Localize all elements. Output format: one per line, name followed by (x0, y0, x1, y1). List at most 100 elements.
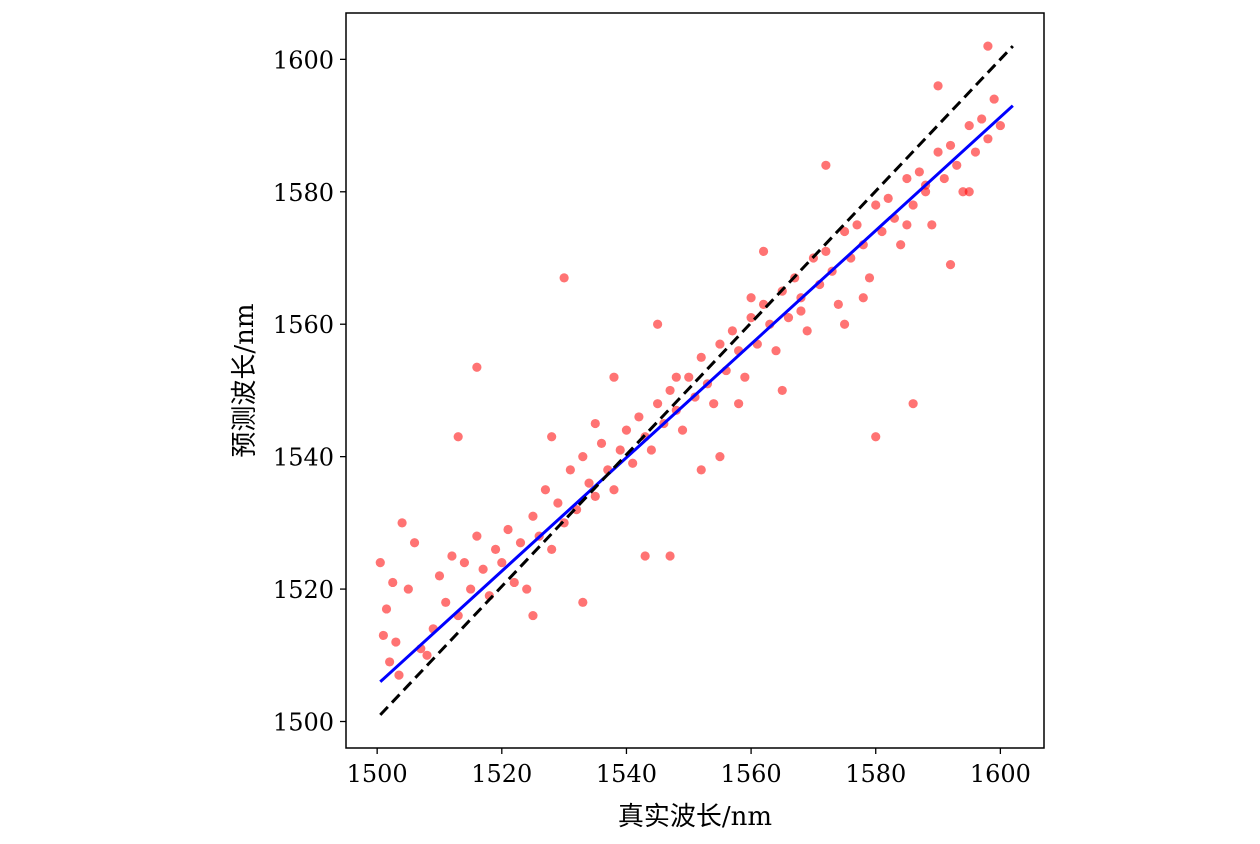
data-point (671, 372, 681, 382)
data-point (596, 438, 607, 449)
data-point (977, 114, 987, 124)
data-point (375, 557, 385, 568)
data-point (578, 597, 588, 607)
data-point (472, 362, 482, 372)
data-point (964, 187, 974, 197)
data-point (839, 319, 850, 329)
y-tick-label: 1560 (273, 311, 334, 339)
data-point (547, 544, 557, 554)
data-point (902, 173, 912, 184)
y-axis-label: 预测波长/nm (230, 303, 260, 457)
data-point (385, 657, 395, 667)
x-tick-label: 1540 (596, 760, 657, 788)
data-point (927, 220, 937, 230)
data-point (634, 412, 644, 422)
data-point (783, 312, 794, 323)
x-tick-label: 1580 (845, 760, 906, 788)
data-point (677, 425, 688, 435)
data-point (746, 293, 756, 303)
data-point (640, 551, 650, 561)
data-point (871, 432, 881, 442)
data-point (709, 399, 719, 409)
data-point (578, 452, 588, 462)
data-point (621, 425, 632, 435)
data-point (983, 134, 993, 144)
data-point (553, 498, 563, 508)
data-point (852, 220, 862, 230)
data-point (684, 372, 694, 382)
data-point (983, 41, 993, 51)
data-point (559, 273, 569, 283)
axis-ticks: 1500 1520 1540 1560 1580 1600 1500 1520 1540 1560… (273, 46, 1031, 788)
data-point (914, 167, 924, 177)
ideal-line (379, 45, 1014, 716)
data-point (939, 173, 949, 184)
data-point (945, 140, 956, 151)
data-point (472, 531, 482, 541)
data-point (503, 524, 513, 535)
data-point (908, 200, 918, 210)
data-point (964, 120, 974, 131)
data-point (515, 538, 526, 548)
data-point (653, 319, 663, 329)
data-point (771, 346, 781, 356)
y-tick-label: 1520 (273, 576, 334, 604)
data-point (497, 557, 507, 568)
data-point (920, 187, 931, 197)
data-point (989, 94, 999, 104)
data-point (403, 584, 413, 594)
data-point (528, 610, 538, 621)
data-point (559, 518, 569, 528)
y-tick-label: 1600 (273, 46, 334, 74)
data-point (871, 200, 881, 210)
data-point (441, 597, 451, 607)
data-point (388, 577, 398, 588)
data-point (665, 551, 675, 561)
data-point (434, 571, 445, 581)
data-point (821, 160, 831, 170)
data-point (590, 491, 600, 501)
data-point (746, 312, 756, 323)
data-point (540, 485, 551, 495)
data-point (609, 372, 619, 382)
data-point (970, 147, 981, 157)
data-point (933, 147, 943, 157)
data-point (952, 160, 962, 170)
data-point (391, 637, 401, 647)
x-axis-label: 真实波长/nm (618, 802, 772, 832)
data-point (522, 584, 532, 594)
data-point (422, 650, 432, 660)
data-point (727, 326, 737, 336)
data-point (734, 399, 744, 409)
data-point (858, 293, 868, 303)
y-tick-label: 1540 (273, 444, 334, 472)
x-tick-label: 1600 (970, 760, 1031, 788)
data-point (740, 372, 750, 382)
data-point (715, 452, 725, 462)
data-point (547, 432, 557, 442)
data-point (528, 511, 538, 521)
x-tick-label: 1560 (721, 760, 782, 788)
data-point (777, 385, 787, 396)
x-tick-label: 1500 (347, 760, 408, 788)
data-point (565, 465, 575, 475)
data-point (995, 120, 1005, 131)
data-point (628, 458, 638, 468)
x-tick-label: 1520 (471, 760, 532, 788)
data-point (802, 326, 812, 336)
data-point (615, 445, 625, 455)
data-point (945, 260, 956, 270)
data-point (459, 557, 470, 568)
data-point (509, 577, 519, 588)
data-point (796, 306, 806, 316)
fit-line (379, 104, 1014, 683)
data-point (896, 240, 906, 250)
data-point (665, 385, 675, 396)
plot-frame (345, 12, 1045, 749)
data-point (696, 465, 706, 475)
data-point (902, 220, 912, 230)
data-point (933, 81, 943, 91)
data-point (409, 538, 420, 548)
data-point (833, 299, 843, 309)
data-point (646, 445, 656, 455)
